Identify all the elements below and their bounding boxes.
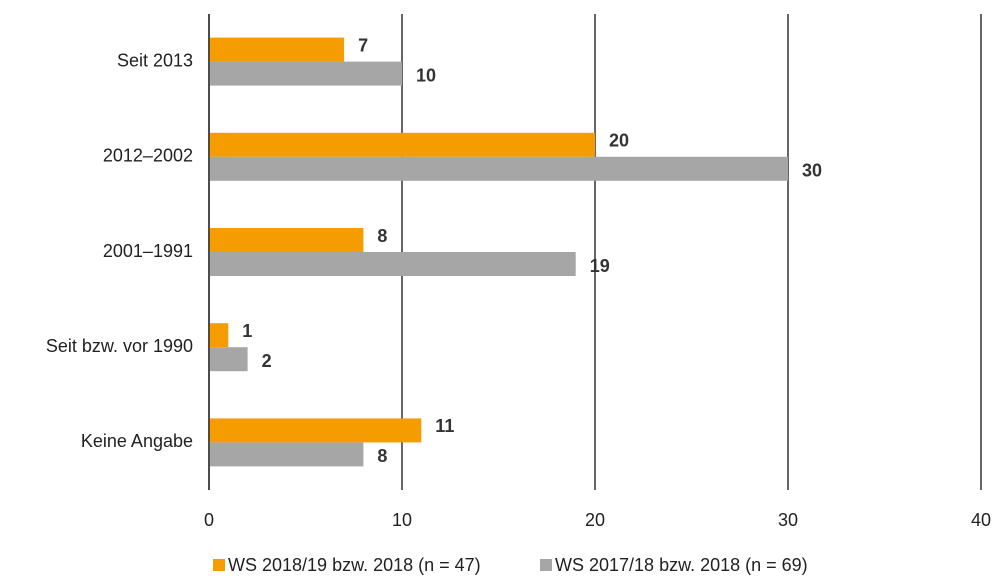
value-label: 2 xyxy=(262,351,272,371)
bar xyxy=(209,252,576,276)
x-tick-label: 20 xyxy=(585,510,605,530)
value-label: 8 xyxy=(377,446,387,466)
y-tick-label: Seit 2013 xyxy=(117,50,193,70)
value-label: 20 xyxy=(609,131,629,151)
x-tick-label: 10 xyxy=(392,510,412,530)
y-tick-label: Seit bzw. vor 1990 xyxy=(46,336,193,356)
bar xyxy=(209,156,788,181)
value-label: 1 xyxy=(242,321,252,341)
legend-label: WS 2017/18 bzw. 2018 (n = 69) xyxy=(555,555,808,575)
bar xyxy=(209,61,402,86)
bar xyxy=(209,418,422,443)
value-label: 10 xyxy=(416,65,436,85)
y-tick-label: 2012–2002 xyxy=(103,146,193,166)
x-tick-label: 30 xyxy=(778,510,798,530)
bar xyxy=(209,37,345,62)
x-tick-label: 0 xyxy=(204,510,214,530)
bar xyxy=(209,132,595,157)
bar xyxy=(209,323,229,348)
value-label: 8 xyxy=(377,226,387,246)
value-label: 19 xyxy=(590,256,610,276)
bar xyxy=(209,228,364,252)
value-label: 11 xyxy=(435,416,454,436)
x-tick-label: 40 xyxy=(971,510,991,530)
bar xyxy=(209,442,364,467)
y-tick-label: Keine Angabe xyxy=(81,431,193,451)
y-tick-label: 2001–1991 xyxy=(103,241,193,261)
value-label: 30 xyxy=(802,161,822,181)
bar xyxy=(209,347,248,372)
legend-swatch xyxy=(213,559,225,571)
value-label: 7 xyxy=(358,35,368,55)
legend-label: WS 2018/19 bzw. 2018 (n = 47) xyxy=(228,555,481,575)
legend-swatch xyxy=(540,559,552,571)
